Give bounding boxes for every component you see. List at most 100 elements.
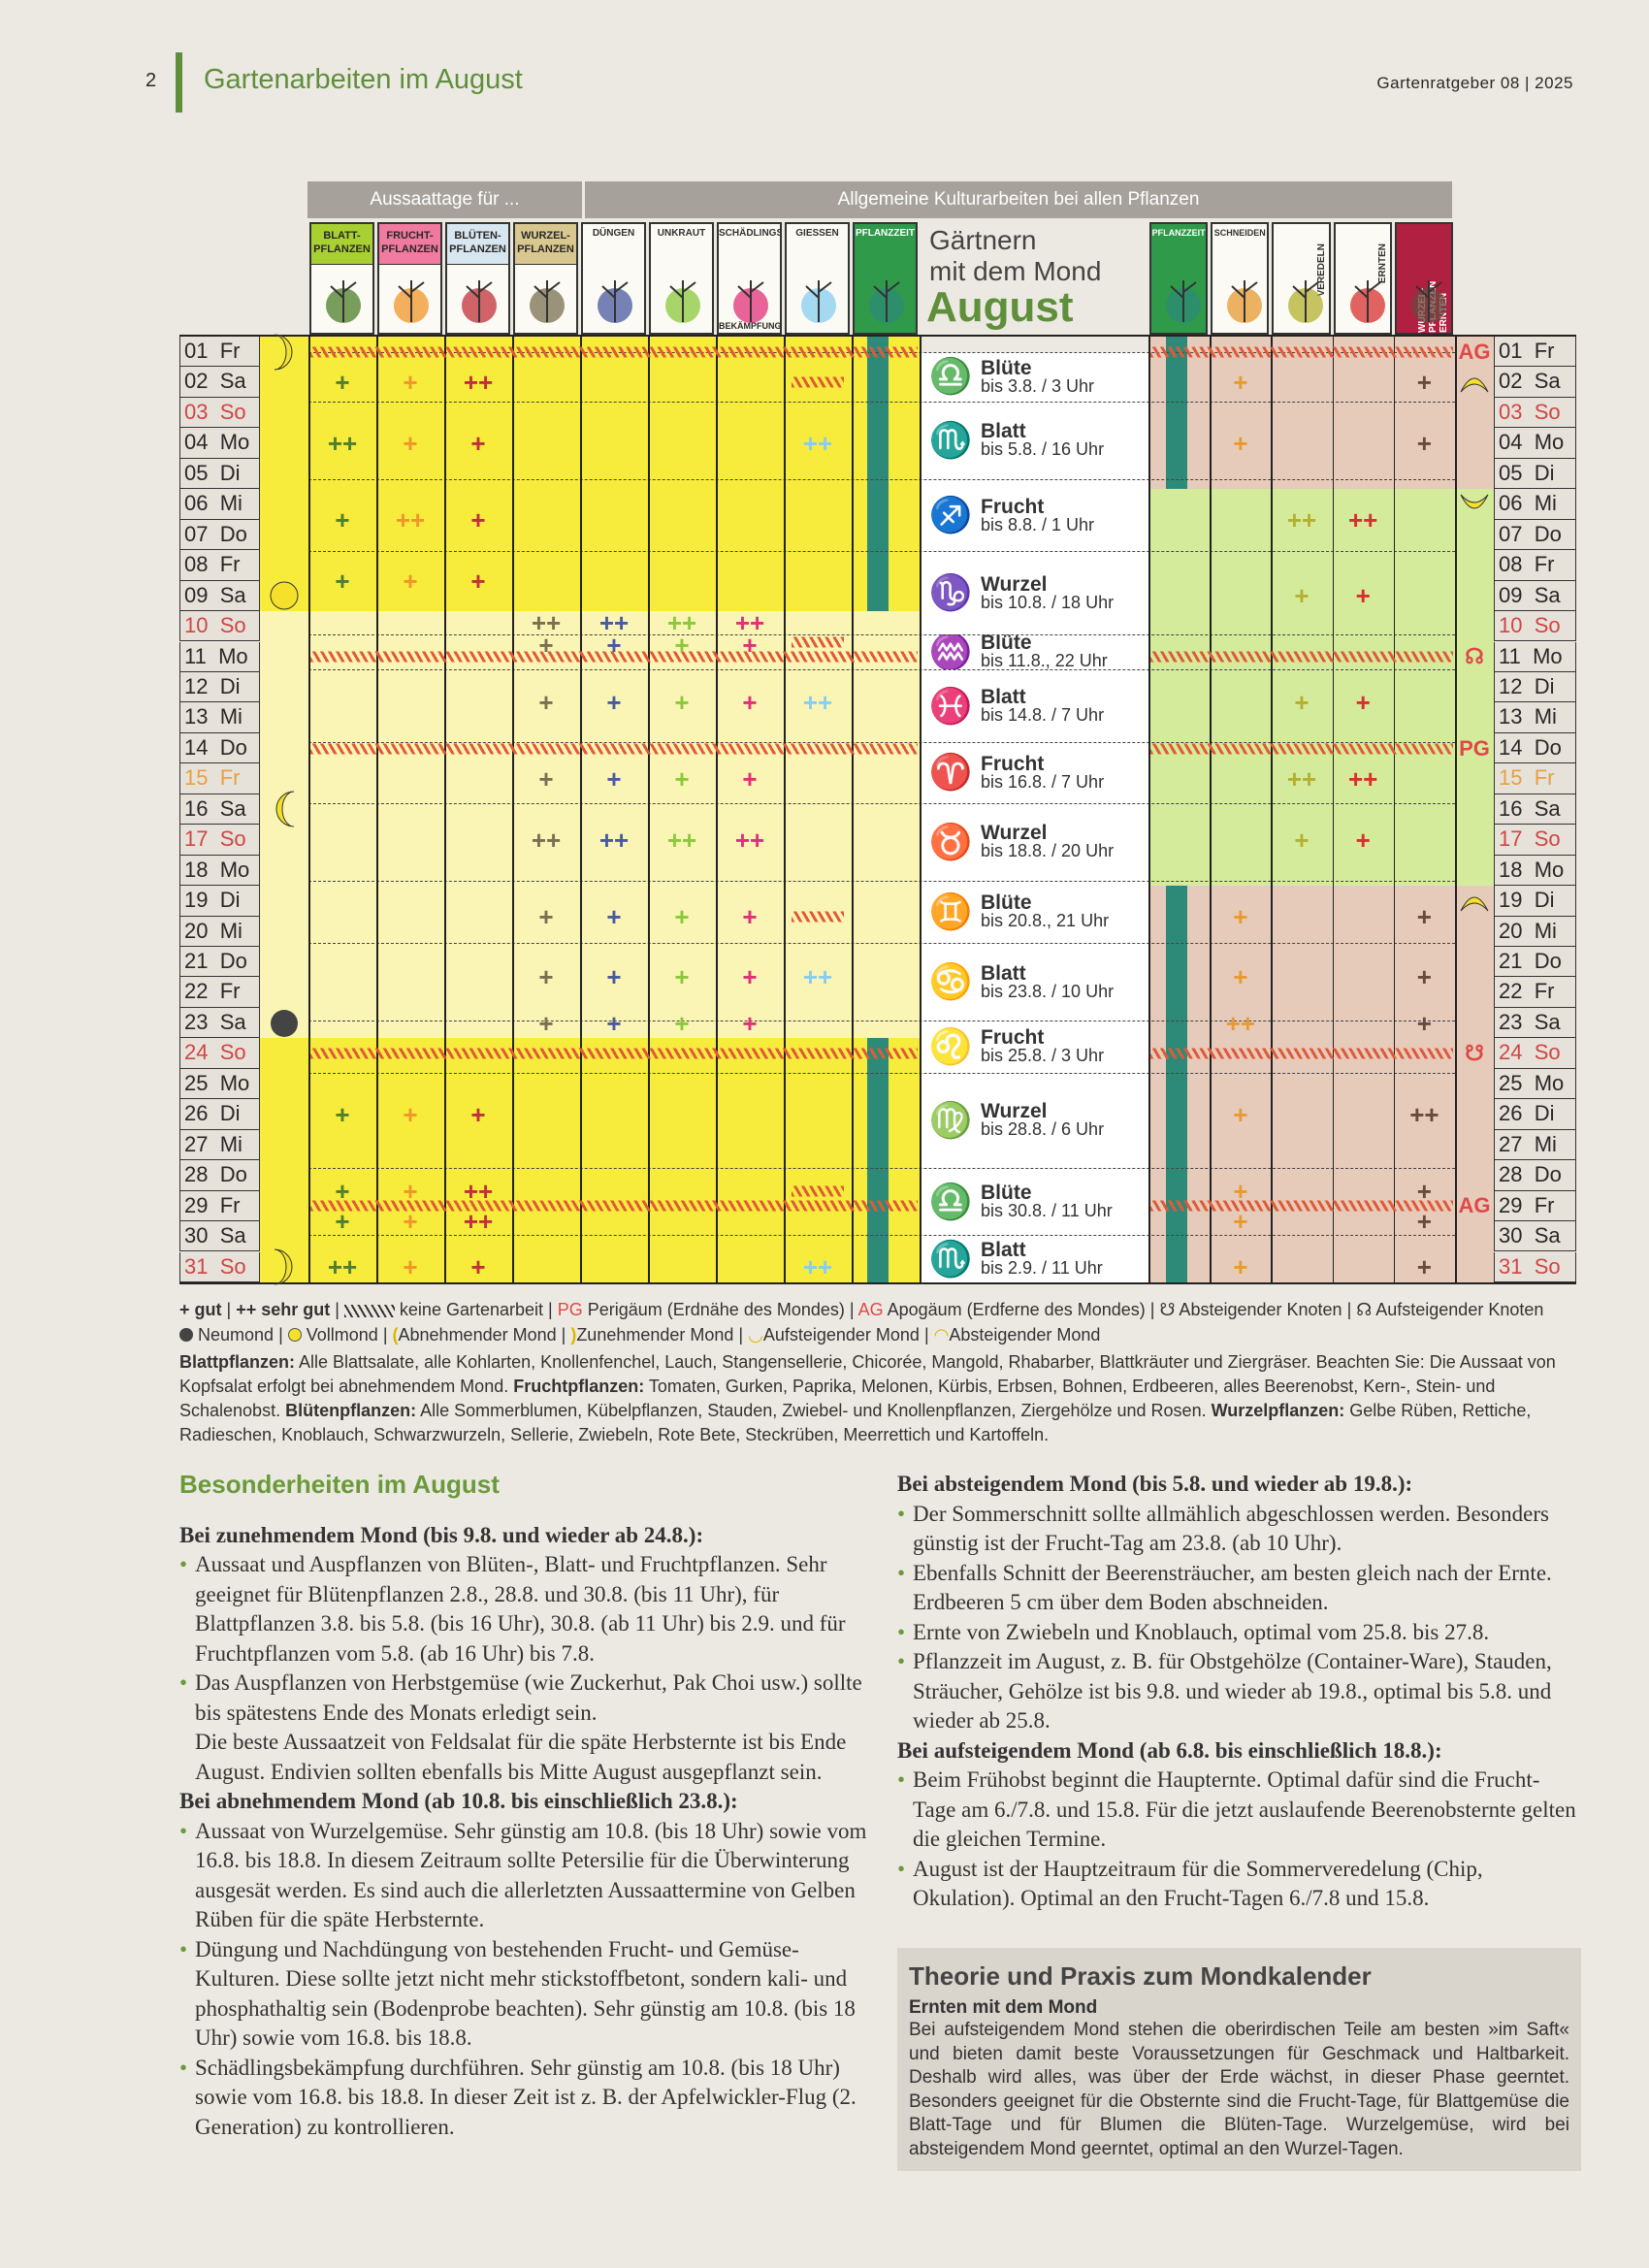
no-watering-hatch [792, 376, 844, 388]
date-cell-right: 16 Sa [1494, 794, 1576, 826]
date-cell-right: 10 So [1494, 611, 1576, 642]
article-left-column: Besonderheiten im August Bei zunehmendem… [179, 1470, 883, 2142]
zodiac-type: Blüte [981, 891, 1032, 915]
page-number: 2 [146, 70, 157, 91]
weekday: So [1534, 826, 1561, 852]
day-number: 01 [184, 339, 209, 363]
plant-definitions: Blattpflanzen: Alle Blattsalate, alle Ko… [179, 1350, 1576, 1447]
legend-zunehmend: Zunehmender Mond [576, 1325, 734, 1345]
weekday: Fr [1534, 979, 1555, 1004]
date-cell-right: 17 So [1494, 825, 1576, 856]
rating-mark: + [1294, 825, 1310, 855]
calendar-title: Gärtnern [929, 225, 1037, 255]
weekday: Di [1534, 888, 1555, 913]
rating-mark: + [674, 1008, 690, 1038]
lunar-node-icon: ☊ [1465, 644, 1484, 669]
rating-mark: + [403, 1252, 418, 1282]
zodiac-block: ♏ Blatt bis 5.8. / 16 Uhr [921, 401, 1148, 479]
def-text: Gelbe Rüben, Rettiche, Radieschen, Knobl… [179, 1401, 1532, 1444]
lunar-node-icon: ☋ [1465, 1041, 1484, 1066]
waning-moon-icon [265, 790, 304, 828]
day-number: 07 [184, 521, 209, 546]
day-number: 05 [184, 460, 209, 485]
weekday: Do [1534, 734, 1562, 760]
zodiac-panel-border [920, 337, 922, 1282]
day-number: 12 [184, 673, 209, 698]
dashed-divider [308, 802, 1455, 804]
date-cell-right: 26 Di [1494, 1099, 1576, 1130]
rating-mark: ++ [463, 1207, 494, 1237]
date-cell-left: 02 Sa [179, 367, 260, 398]
column-divider [1210, 337, 1212, 1282]
date-cell-left: 09 Sa [179, 580, 260, 612]
dashed-divider [308, 1168, 1455, 1169]
weekday: Fr [219, 339, 241, 363]
hatch-swatch-icon [343, 1304, 395, 1317]
column-header-unkraut: UNKRAUT [649, 222, 714, 335]
weekday: Do [1534, 521, 1562, 546]
weekday: Do [219, 1162, 247, 1187]
box-text: Bei aufsteigendem Mond stehen die oberir… [909, 2020, 1569, 2159]
day-number: 21 [1499, 949, 1523, 973]
zodiac-until: bis 3.8. / 3 Uhr [981, 375, 1095, 396]
legend-vollmond: Vollmond [306, 1325, 378, 1345]
day-number: 13 [184, 704, 209, 729]
column-illustration-icon [869, 280, 904, 323]
descending-moon-icon [1457, 888, 1492, 915]
rating-mark: ++ [666, 825, 697, 855]
rating-mark: + [470, 1252, 486, 1282]
weekday: Mi [219, 704, 242, 729]
rating-mark: ++ [531, 608, 562, 638]
rating-mark: + [606, 901, 622, 931]
list-item: August ist der Hauptzeitraum für die Som… [897, 1855, 1581, 1914]
rating-mark: ++ [598, 825, 630, 855]
rating-mark: ++ [802, 962, 833, 992]
zodiac-sign-icon: ♊ [928, 891, 973, 931]
weekday: Mo [1533, 643, 1563, 668]
weekday: Mi [219, 491, 242, 516]
weekday: So [219, 1253, 246, 1279]
date-cell-right: 02 Sa [1494, 367, 1576, 398]
no-work-hatch [310, 1048, 918, 1059]
column-header-düngen: DÜNGEN [581, 222, 646, 335]
subheading: Bei absteigendem Mond (bis 5.8. und wied… [897, 1472, 1413, 1496]
rating-mark: + [674, 688, 690, 718]
day-number: 22 [184, 979, 209, 1004]
rating-mark: + [335, 1176, 350, 1206]
weekday: Di [1534, 1101, 1555, 1126]
zodiac-sign-icon: ♐ [928, 495, 973, 535]
def-term: Wurzelpflanzen: [1211, 1401, 1345, 1420]
calendar-month: August [926, 283, 1074, 331]
rating-mark: + [1416, 962, 1432, 992]
dashed-divider [308, 1072, 1455, 1074]
calendar-subtitle: mit dem Mond [929, 256, 1102, 286]
dashed-divider [308, 880, 1455, 882]
zodiac-block: ♑ Wurzel bis 10.8. / 18 Uhr [921, 551, 1148, 634]
weekday: So [1534, 399, 1561, 424]
column-divider [1148, 337, 1150, 1282]
weekday: Fr [1534, 339, 1555, 363]
column-header-right: VEREDELN [1272, 222, 1331, 335]
list-item: Aussaat und Auspflanzen von Blüten-, Bla… [179, 1550, 883, 1669]
rating-mark: ++ [734, 608, 765, 638]
day-number: 10 [1499, 613, 1523, 638]
ascending-moon-icon [1457, 491, 1492, 518]
rating-mark: + [1416, 1207, 1432, 1237]
list-item: Das Auspflanzen von Herbstgemüse (wie Zu… [179, 1669, 883, 1728]
day-number: 22 [1499, 979, 1523, 1004]
rating-mark: + [538, 688, 554, 718]
zodiac-block: ♌ Frucht bis 25.8. / 3 Uhr [921, 1021, 1148, 1073]
rating-mark: + [1355, 688, 1371, 718]
left-band [260, 1038, 920, 1282]
day-number: 06 [1499, 491, 1523, 516]
ascending-moon-icon: ◡ [748, 1325, 763, 1345]
column-label: BLATT-PFLANZEN [311, 224, 372, 265]
column-illustration-icon [326, 280, 361, 323]
rating-mark: + [538, 1008, 554, 1038]
column-divider [852, 337, 854, 1282]
column-header-blatt-pflanzen: BLATT-PFLANZEN [309, 222, 374, 335]
rating-mark: ++ [1348, 504, 1378, 535]
column-label: UNKRAUT [657, 228, 706, 239]
day-number: 26 [184, 1101, 209, 1126]
list-item: Ernte von Zwiebeln und Knoblauch, optima… [897, 1618, 1581, 1648]
